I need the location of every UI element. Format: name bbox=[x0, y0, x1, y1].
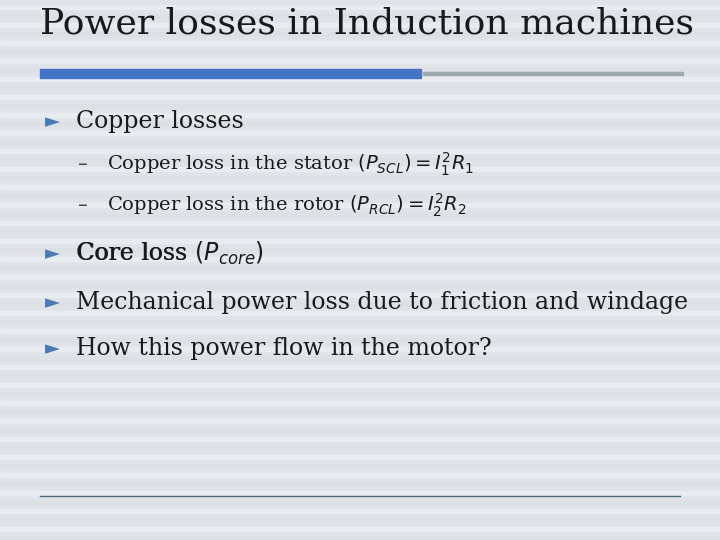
Bar bbox=[0, 31, 720, 36]
Text: How this power flow in the motor?: How this power flow in the motor? bbox=[76, 337, 491, 360]
Bar bbox=[0, 374, 720, 378]
Bar bbox=[0, 418, 720, 423]
Bar bbox=[40, 69, 421, 78]
Bar bbox=[0, 364, 720, 369]
Bar bbox=[0, 517, 720, 522]
Bar bbox=[0, 220, 720, 225]
Bar bbox=[0, 77, 720, 81]
Text: Copper loss in the rotor $(P_{RCL}) = I_2^2R_2$: Copper loss in the rotor $(P_{RCL}) = I_… bbox=[107, 192, 466, 219]
Bar bbox=[0, 301, 720, 306]
Text: Copper loss in the stator $(P_{SCL}) = I_1^2R_1$: Copper loss in the stator $(P_{SCL}) = I… bbox=[107, 151, 474, 178]
Text: Core loss: Core loss bbox=[76, 242, 194, 265]
Bar bbox=[0, 293, 720, 297]
Bar bbox=[0, 166, 720, 171]
Bar bbox=[0, 401, 720, 405]
Bar bbox=[0, 455, 720, 459]
Bar bbox=[0, 274, 720, 279]
Bar bbox=[0, 230, 720, 234]
Bar bbox=[0, 428, 720, 432]
Bar bbox=[0, 310, 720, 315]
Bar bbox=[0, 338, 720, 342]
Bar bbox=[0, 536, 720, 540]
Bar bbox=[0, 14, 720, 18]
Bar bbox=[0, 328, 720, 333]
Text: Mechanical power loss due to friction and windage: Mechanical power loss due to friction an… bbox=[76, 291, 688, 314]
Bar bbox=[0, 490, 720, 495]
Text: Copper losses: Copper losses bbox=[76, 110, 243, 133]
Bar bbox=[0, 58, 720, 63]
Bar bbox=[0, 193, 720, 198]
Bar bbox=[423, 72, 683, 75]
Text: Core loss $(P_{core})$: Core loss $(P_{core})$ bbox=[76, 240, 264, 267]
Bar bbox=[0, 247, 720, 252]
Bar bbox=[0, 509, 720, 513]
Bar bbox=[0, 40, 720, 45]
Bar bbox=[0, 266, 720, 270]
Bar bbox=[0, 446, 720, 450]
Bar bbox=[0, 176, 720, 180]
Bar bbox=[0, 112, 720, 117]
Bar bbox=[0, 382, 720, 387]
Bar bbox=[0, 409, 720, 414]
Text: ►: ► bbox=[45, 112, 60, 131]
Bar bbox=[0, 392, 720, 396]
Bar bbox=[0, 472, 720, 477]
Bar bbox=[0, 212, 720, 216]
Bar bbox=[0, 355, 720, 360]
Bar bbox=[0, 122, 720, 126]
Bar bbox=[0, 158, 720, 162]
Bar bbox=[0, 463, 720, 468]
Bar bbox=[0, 239, 720, 243]
Bar bbox=[0, 23, 720, 27]
Text: Power losses in Induction machines: Power losses in Induction machines bbox=[40, 6, 693, 40]
Text: ►: ► bbox=[45, 339, 60, 358]
Bar bbox=[0, 526, 720, 531]
Bar bbox=[0, 347, 720, 351]
Text: ►: ► bbox=[45, 293, 60, 312]
Bar bbox=[0, 4, 720, 9]
Bar bbox=[0, 320, 720, 324]
Bar bbox=[0, 139, 720, 144]
Bar bbox=[0, 131, 720, 135]
Bar bbox=[0, 482, 720, 486]
Bar bbox=[0, 436, 720, 441]
Bar bbox=[0, 68, 720, 72]
Bar bbox=[0, 185, 720, 189]
Bar bbox=[0, 256, 720, 261]
Bar bbox=[0, 50, 720, 54]
Bar bbox=[0, 284, 720, 288]
Bar bbox=[0, 94, 720, 99]
Bar bbox=[0, 104, 720, 108]
Text: ►: ► bbox=[45, 244, 60, 264]
Text: –: – bbox=[78, 155, 88, 174]
Text: –: – bbox=[78, 195, 88, 215]
Bar bbox=[0, 202, 720, 207]
Bar bbox=[0, 85, 720, 90]
Bar bbox=[0, 148, 720, 153]
Bar bbox=[0, 500, 720, 504]
